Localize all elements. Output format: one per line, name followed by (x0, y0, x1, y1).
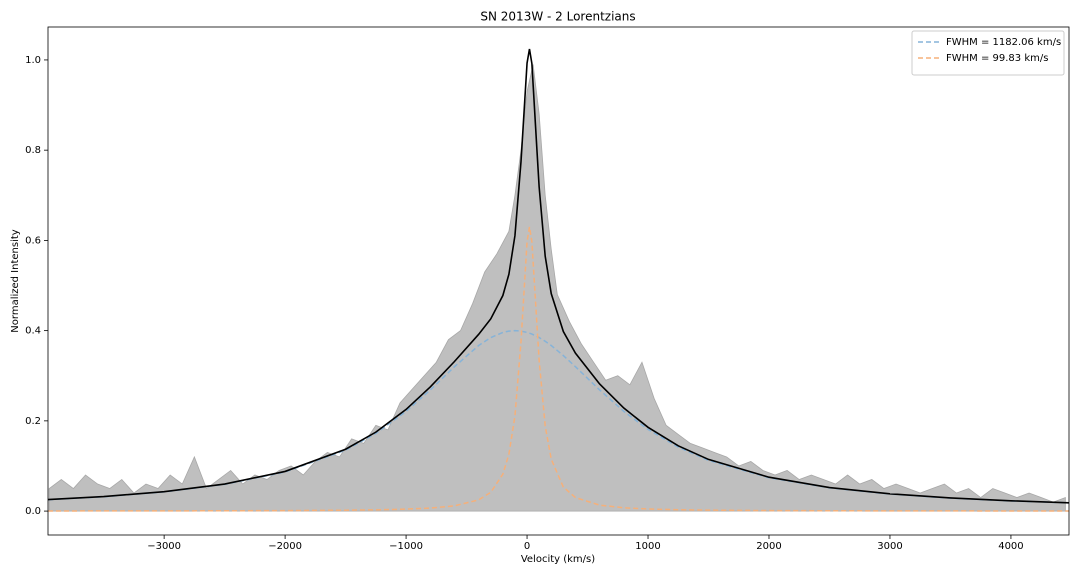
component-line (48, 329, 1069, 504)
y-tick-label: 0.6 (25, 235, 41, 246)
legend-label: FWHM = 99.83 km/s (946, 53, 1048, 64)
x-tick-label: 2000 (756, 541, 781, 552)
spectrum-area (48, 64, 1066, 512)
legend-box (911, 30, 1065, 76)
x-tick-label: 1000 (635, 541, 660, 552)
x-tick-label: 4000 (998, 541, 1023, 552)
plot-area (48, 48, 1069, 512)
y-tick-label: 0.2 (25, 416, 41, 427)
legend-label: FWHM = 1182.06 km/s (946, 37, 1061, 48)
y-tick-label: 0.8 (25, 145, 41, 156)
x-tick-label: −2000 (268, 541, 302, 552)
y-axis-label: Normalized Intensity (10, 229, 21, 332)
y-tick-label: 0.4 (25, 326, 41, 337)
y-tick-label: 0.0 (25, 506, 41, 517)
x-tick-label: −1000 (389, 541, 423, 552)
component-line (48, 226, 1069, 512)
y-tick-label: 1.0 (25, 55, 41, 66)
x-tick-label: −3000 (147, 541, 181, 552)
fit-line (48, 48, 1069, 504)
x-tick-label: 0 (524, 541, 530, 552)
chart-title: SN 2013W - 2 Lorentzians (480, 10, 635, 24)
x-tick-label: 3000 (877, 541, 902, 552)
x-axis-label: Velocity (km/s) (521, 554, 595, 565)
plot-frame (47, 26, 1070, 536)
